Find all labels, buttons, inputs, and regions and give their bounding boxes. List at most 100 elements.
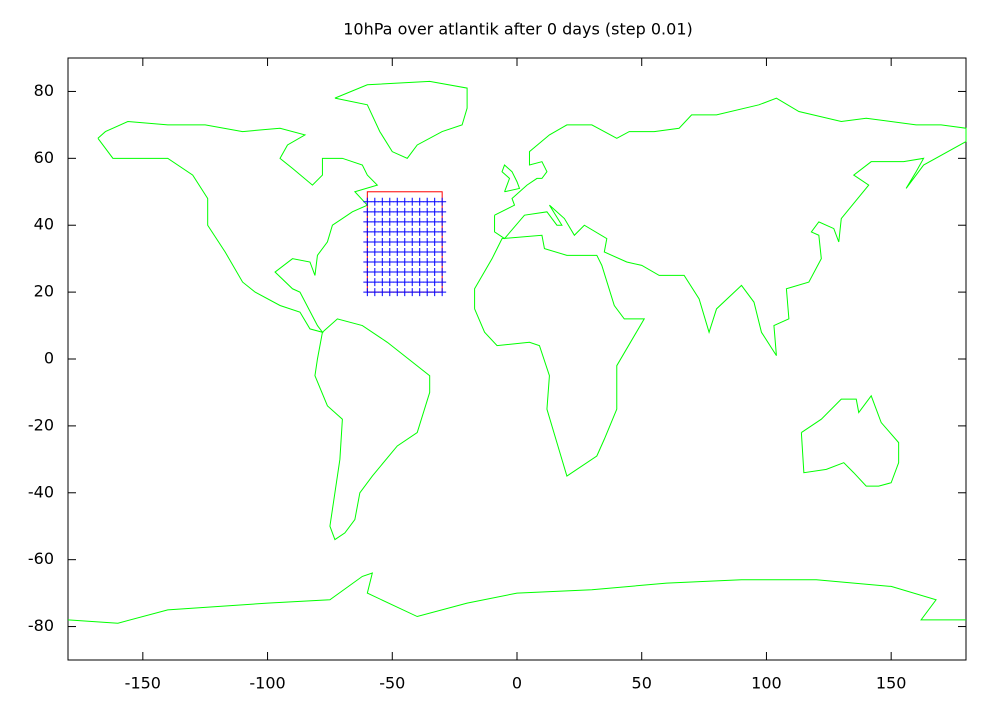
- particle: [385, 258, 394, 267]
- particle: [393, 288, 402, 297]
- y-tick-label: 60: [34, 148, 54, 167]
- x-tick-label: -50: [379, 674, 405, 693]
- x-tick-label: -100: [249, 674, 285, 693]
- particle: [363, 288, 372, 297]
- particle: [363, 268, 372, 277]
- particle: [393, 217, 402, 226]
- particle: [438, 197, 447, 206]
- particle: [430, 278, 439, 287]
- particle: [363, 237, 372, 246]
- particle: [385, 227, 394, 236]
- particle: [385, 247, 394, 256]
- coastline: [501, 164, 521, 193]
- particle: [423, 207, 432, 216]
- particle: [423, 227, 432, 236]
- particle: [385, 288, 394, 297]
- particle: [438, 207, 447, 216]
- x-tick-label: 150: [876, 674, 907, 693]
- particle: [408, 268, 417, 277]
- particle: [430, 197, 439, 206]
- particle: [393, 268, 402, 277]
- particle: [408, 207, 417, 216]
- particle: [378, 237, 387, 246]
- particle: [415, 207, 424, 216]
- particle: [370, 258, 379, 267]
- particle: [393, 247, 402, 256]
- particle: [408, 197, 417, 206]
- coastline: [67, 572, 966, 624]
- particle: [385, 278, 394, 287]
- particle: [378, 217, 387, 226]
- particle: [370, 237, 379, 246]
- particle: [423, 247, 432, 256]
- y-tick-label: 0: [44, 349, 54, 368]
- particle: [363, 197, 372, 206]
- particle: [400, 247, 409, 256]
- particle: [400, 268, 409, 277]
- particle: [415, 258, 424, 267]
- particle: [370, 278, 379, 287]
- particle: [438, 258, 447, 267]
- x-tick-label: 100: [751, 674, 782, 693]
- particle: [408, 237, 417, 246]
- particle: [408, 217, 417, 226]
- particle: [370, 268, 379, 277]
- particle: [378, 247, 387, 256]
- particle: [370, 207, 379, 216]
- particle: [400, 237, 409, 246]
- x-tick-label: -150: [125, 674, 161, 693]
- particle: [430, 258, 439, 267]
- particle: [363, 227, 372, 236]
- particle: [423, 278, 432, 287]
- particle: [430, 268, 439, 277]
- particle: [438, 247, 447, 256]
- y-tick-label: 80: [34, 81, 54, 100]
- particle: [370, 227, 379, 236]
- particle: [400, 258, 409, 267]
- particle: [430, 288, 439, 297]
- particle: [423, 217, 432, 226]
- particle: [415, 268, 424, 277]
- particle: [385, 197, 394, 206]
- coastline: [494, 97, 967, 356]
- particle: [423, 197, 432, 206]
- particle: [408, 288, 417, 297]
- particle: [385, 207, 394, 216]
- particle: [438, 237, 447, 246]
- particle: [415, 227, 424, 236]
- particle: [393, 278, 402, 287]
- y-tick-label: -60: [28, 549, 54, 568]
- particle: [370, 288, 379, 297]
- particle: [378, 258, 387, 267]
- particle: [400, 227, 409, 236]
- coastline: [97, 121, 379, 334]
- particle: [400, 288, 409, 297]
- particle: [415, 237, 424, 246]
- x-tick-label: 50: [632, 674, 652, 693]
- particle: [385, 217, 394, 226]
- particle: [430, 247, 439, 256]
- plot-frame: [67, 57, 967, 661]
- particle: [430, 207, 439, 216]
- particle: [370, 247, 379, 256]
- particle: [378, 278, 387, 287]
- particle: [438, 268, 447, 277]
- particle: [378, 197, 387, 206]
- x-tick-label: 0: [512, 674, 522, 693]
- particle: [408, 227, 417, 236]
- particle: [438, 288, 447, 297]
- particle: [378, 207, 387, 216]
- particle: [415, 247, 424, 256]
- particle: [400, 278, 409, 287]
- particle: [423, 237, 432, 246]
- particle: [393, 207, 402, 216]
- particle: [415, 288, 424, 297]
- particle: [393, 258, 402, 267]
- particle: [378, 268, 387, 277]
- particle: [363, 217, 372, 226]
- chart-title: 10hPa over atlantik after 0 days (step 0…: [343, 20, 692, 39]
- particle: [415, 197, 424, 206]
- y-tick-label: 20: [34, 282, 54, 301]
- particle: [415, 278, 424, 287]
